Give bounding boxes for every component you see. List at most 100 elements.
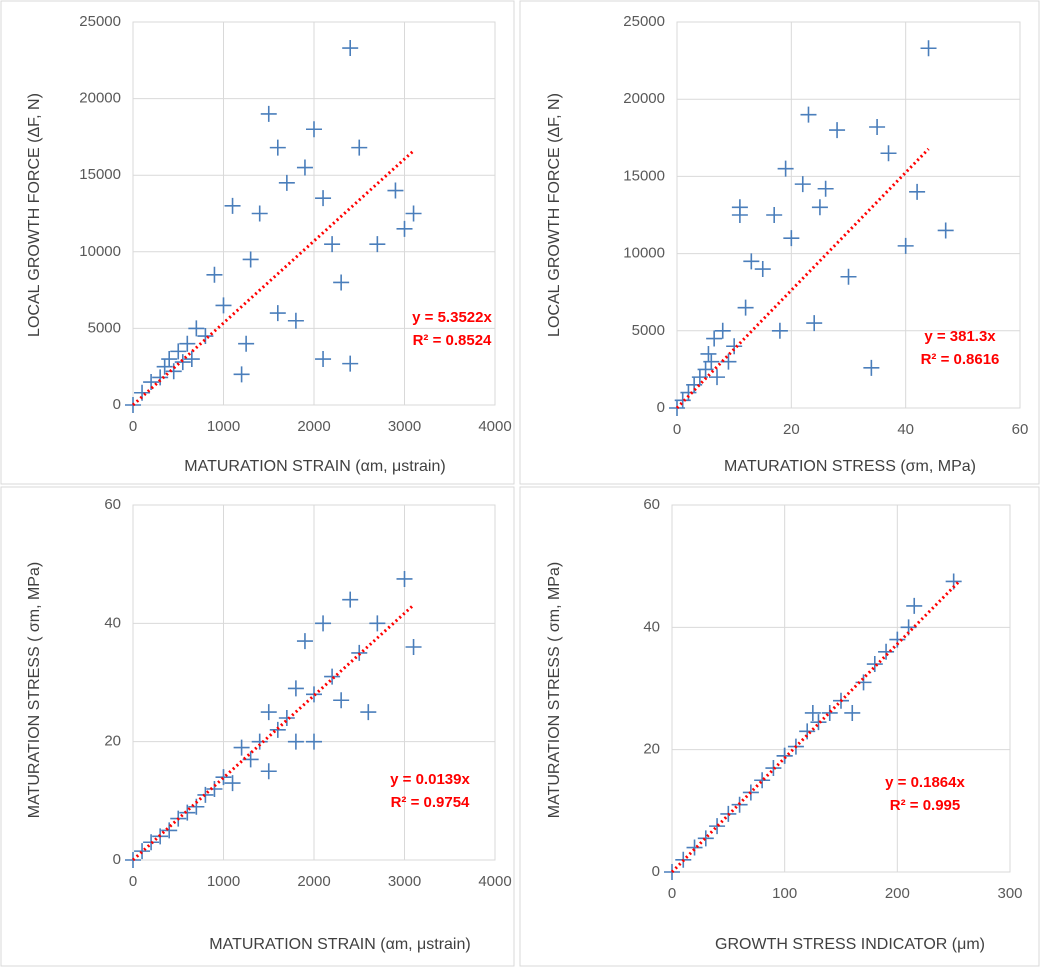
data-point [804, 704, 821, 721]
data-point [278, 174, 295, 191]
panel-frame [519, 0, 1040, 485]
data-point [863, 359, 880, 376]
data-point [333, 274, 350, 291]
data-point [324, 668, 341, 685]
data-point [726, 338, 743, 355]
data-point [152, 369, 169, 386]
y-tick-label: 25000 [79, 13, 121, 30]
data-point [754, 772, 771, 789]
data-point [697, 830, 714, 847]
data-point [251, 205, 268, 222]
x-tick-label: 2000 [297, 418, 330, 435]
data-point [260, 704, 277, 721]
y-tick-label: 60 [104, 496, 121, 513]
x-tick-label: 1000 [207, 418, 240, 435]
trend-annotation: R² = 0.995 [890, 797, 960, 814]
data-point [165, 363, 182, 380]
y-tick-label: 25000 [623, 13, 665, 30]
data-point [278, 710, 295, 726]
data-point [771, 322, 788, 339]
data-point [287, 312, 304, 329]
data-point [206, 266, 223, 283]
plot-frame [671, 504, 1011, 873]
data-point [706, 330, 723, 347]
y-tick-label: 10000 [623, 245, 665, 262]
data-point [333, 692, 350, 709]
data-point [709, 818, 726, 835]
data-point [224, 197, 241, 214]
y-tick-label: 0 [657, 399, 665, 416]
data-point [215, 297, 232, 314]
y-tick-label: 20 [104, 733, 121, 750]
x-tick-label: 20 [783, 421, 800, 438]
data-point [315, 351, 332, 368]
y-axis-label: MATURATION STRESS ( σm, MPa) [26, 562, 43, 818]
data-point [161, 351, 178, 368]
x-tick-label: 300 [997, 885, 1022, 902]
data-point [743, 253, 760, 270]
x-tick-label: 4000 [478, 418, 511, 435]
data-point [306, 121, 322, 138]
y-axis-label: LOCAL GROWTH FORCE (ΔF, N) [26, 93, 43, 337]
y-axis-label: LOCAL GROWTH FORCE (ΔF, N) [546, 93, 563, 337]
data-point [360, 704, 377, 721]
data-point [156, 358, 173, 375]
data-point [342, 40, 359, 57]
data-point [183, 351, 200, 368]
x-tick-label: 200 [885, 885, 910, 902]
trend-annotation: R² = 0.8524 [413, 332, 492, 349]
data-point [369, 236, 386, 253]
data-point [260, 763, 277, 780]
x-tick-label: 0 [129, 873, 137, 890]
data-point [405, 205, 422, 222]
y-tick-label: 0 [113, 851, 121, 868]
x-tick-label: 60 [1012, 421, 1029, 438]
data-point [777, 160, 794, 177]
data-point [315, 190, 332, 207]
data-point [937, 222, 954, 239]
data-point [709, 369, 726, 386]
data-point [766, 207, 783, 223]
panel-frame [0, 486, 515, 967]
trend-annotation: y = 0.0139x [390, 771, 470, 788]
data-point [714, 322, 731, 339]
data-point [296, 159, 313, 176]
y-axis-label: MATURATION STRESS ( σm, MPa) [546, 562, 563, 818]
y-tick-label: 20000 [79, 90, 121, 107]
y-tick-label: 0 [113, 396, 121, 413]
panel-frame [0, 0, 515, 485]
data-point [242, 251, 259, 268]
data-point [810, 714, 827, 731]
data-point [811, 199, 828, 216]
data-point [342, 355, 359, 372]
data-point [754, 261, 771, 278]
data-point [731, 207, 748, 223]
data-point [351, 139, 368, 156]
data-point [251, 733, 268, 750]
x-tick-label: 2000 [297, 873, 330, 890]
trendline [131, 149, 415, 407]
data-point [776, 747, 793, 764]
y-tick-label: 5000 [88, 319, 121, 336]
y-tick-label: 20 [643, 741, 660, 758]
data-point [296, 633, 313, 650]
data-point [170, 343, 187, 360]
data-point [405, 639, 422, 655]
data-point [800, 106, 817, 123]
data-point [238, 335, 255, 352]
data-point [866, 656, 883, 673]
trend-annotation: y = 0.1864x [885, 774, 965, 791]
data-point [387, 182, 404, 199]
x-tick-label: 0 [129, 418, 137, 435]
data-point [197, 786, 214, 803]
data-point [215, 769, 232, 786]
data-point [269, 139, 286, 156]
data-point [206, 781, 223, 797]
x-axis-label: MATURATION STRAIN (αm, μstrain) [184, 458, 445, 475]
trendline [131, 603, 415, 862]
data-point [260, 105, 277, 122]
data-point [889, 631, 906, 648]
x-tick-label: 0 [668, 885, 676, 902]
data-point [806, 315, 823, 332]
data-point [840, 268, 857, 285]
